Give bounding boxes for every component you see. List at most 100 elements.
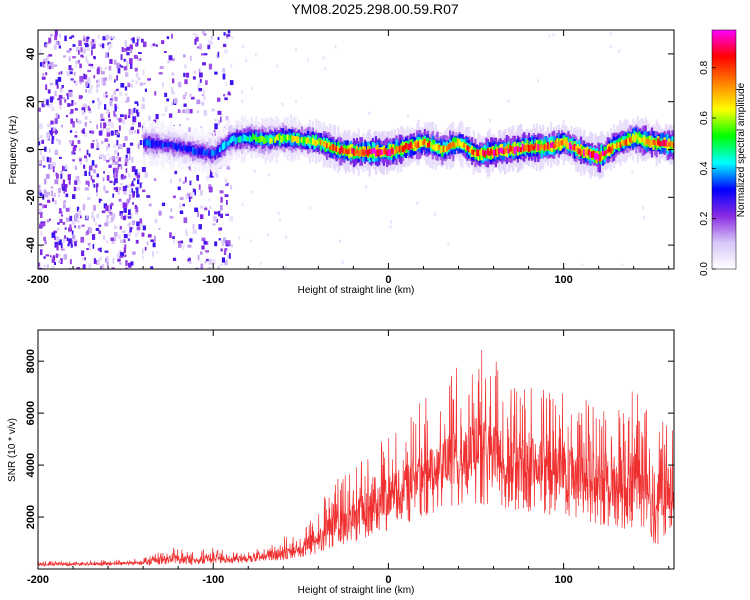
heatmap-cell [69, 224, 72, 229]
heatmap-cell [419, 139, 422, 147]
heatmap-cell [200, 263, 204, 269]
heatmap-cell [523, 144, 526, 152]
heatmap-cell [41, 139, 44, 144]
heatmap-cell [169, 232, 172, 238]
heatmap-cell [105, 190, 109, 193]
heatmap-cell [43, 236, 46, 241]
heatmap-cell [135, 42, 139, 45]
heatmap-cell [75, 213, 79, 219]
heatmap-cell [123, 58, 126, 62]
heatmap-cell [88, 245, 92, 250]
heatmap-cell [404, 143, 408, 149]
heatmap-cell [108, 43, 113, 48]
heatmap-cell [146, 195, 151, 198]
heatmap-cell [283, 134, 286, 142]
heatmap-cell [99, 154, 104, 159]
heatmap-cell [75, 130, 78, 134]
heatmap-cell [97, 104, 100, 110]
heatmap-cell [374, 149, 378, 157]
heatmap-cell [447, 243, 450, 246]
heatmap-cell [117, 165, 120, 170]
heatmap-cell [112, 213, 116, 219]
heatmap-cell [146, 139, 149, 146]
heatmap-cell [468, 146, 471, 153]
heatmap-cell [139, 82, 144, 86]
heatmap-cell [114, 226, 118, 229]
heatmap-cell [113, 187, 116, 190]
heatmap-cell [332, 144, 335, 151]
heatmap-cell [49, 164, 53, 169]
heatmap-cell [565, 140, 568, 147]
heatmap-cell [54, 90, 57, 97]
heatmap-cell [343, 148, 346, 154]
heatmap-cell [552, 33, 555, 37]
heatmap-cell [274, 136, 277, 143]
heatmap-cell [208, 198, 211, 202]
heatmap-cell [40, 245, 42, 248]
heatmap-cell [123, 192, 127, 195]
heatmap-cell [72, 194, 76, 199]
heatmap-cell [244, 135, 247, 141]
heatmap-cell [73, 80, 77, 84]
heatmap-cell [477, 149, 480, 156]
heatmap-cell [56, 130, 58, 134]
heatmap-cell [609, 147, 613, 154]
heatmap-cell [197, 46, 200, 49]
heatmap-cell [589, 151, 592, 158]
heatmap-cell [90, 175, 93, 181]
heatmap-cell [368, 111, 371, 115]
heatmap-cell [203, 149, 206, 155]
heatmap-cell [51, 190, 53, 197]
heatmap-cell [524, 145, 527, 151]
heatmap-cell [50, 133, 53, 136]
heatmap-cell [109, 204, 112, 210]
heatmap-cell [305, 137, 308, 145]
heatmap-cell [226, 255, 231, 259]
heatmap-cell [162, 143, 165, 148]
heatmap-cell [597, 154, 600, 161]
heatmap-cell [86, 82, 90, 88]
heatmap-cell [217, 265, 220, 269]
heatmap-cell [56, 114, 60, 119]
heatmap-cell [112, 158, 116, 165]
heatmap-cell [48, 37, 52, 43]
heatmap-cell [129, 129, 133, 135]
heatmap-cell [95, 227, 100, 231]
heatmap-cell [116, 133, 120, 138]
heatmap-cell [208, 63, 213, 70]
heatmap-cell [83, 164, 86, 169]
heatmap-cell [452, 141, 455, 147]
heatmap-cell [75, 47, 80, 52]
heatmap-cell [180, 240, 184, 244]
heatmap-cell [199, 148, 203, 155]
heatmap-cell [403, 145, 406, 152]
heatmap-cell [189, 260, 192, 264]
heatmap-cell [660, 141, 663, 147]
heatmap-cell [96, 193, 98, 197]
heatmap-cell [54, 30, 58, 37]
heatmap-cell [130, 126, 134, 130]
heatmap-cell [115, 168, 119, 174]
heatmap-cell [128, 262, 132, 268]
heatmap-cell [48, 191, 50, 196]
heatmap-cell [537, 144, 540, 151]
heatmap-cell [155, 140, 158, 148]
heatmap-cell [172, 78, 175, 84]
heatmap-cell [49, 82, 54, 86]
heatmap-cell [649, 139, 652, 147]
heatmap-cell [122, 239, 126, 243]
heatmap-cell [239, 135, 242, 143]
heatmap-cell [59, 208, 62, 214]
heatmap-cell [672, 142, 674, 148]
heatmap-cell [179, 203, 182, 209]
heatmap-cell [488, 150, 491, 156]
x-tick-label: -100 [202, 274, 224, 286]
heatmap-cell [120, 213, 123, 220]
heatmap-cell [47, 64, 51, 67]
heatmap-cell [123, 47, 128, 52]
heatmap-cell [416, 201, 419, 205]
heatmap-cell [591, 151, 594, 158]
heatmap-cell [280, 135, 283, 143]
heatmap-cell [398, 145, 401, 153]
heatmap-cell [53, 126, 56, 131]
